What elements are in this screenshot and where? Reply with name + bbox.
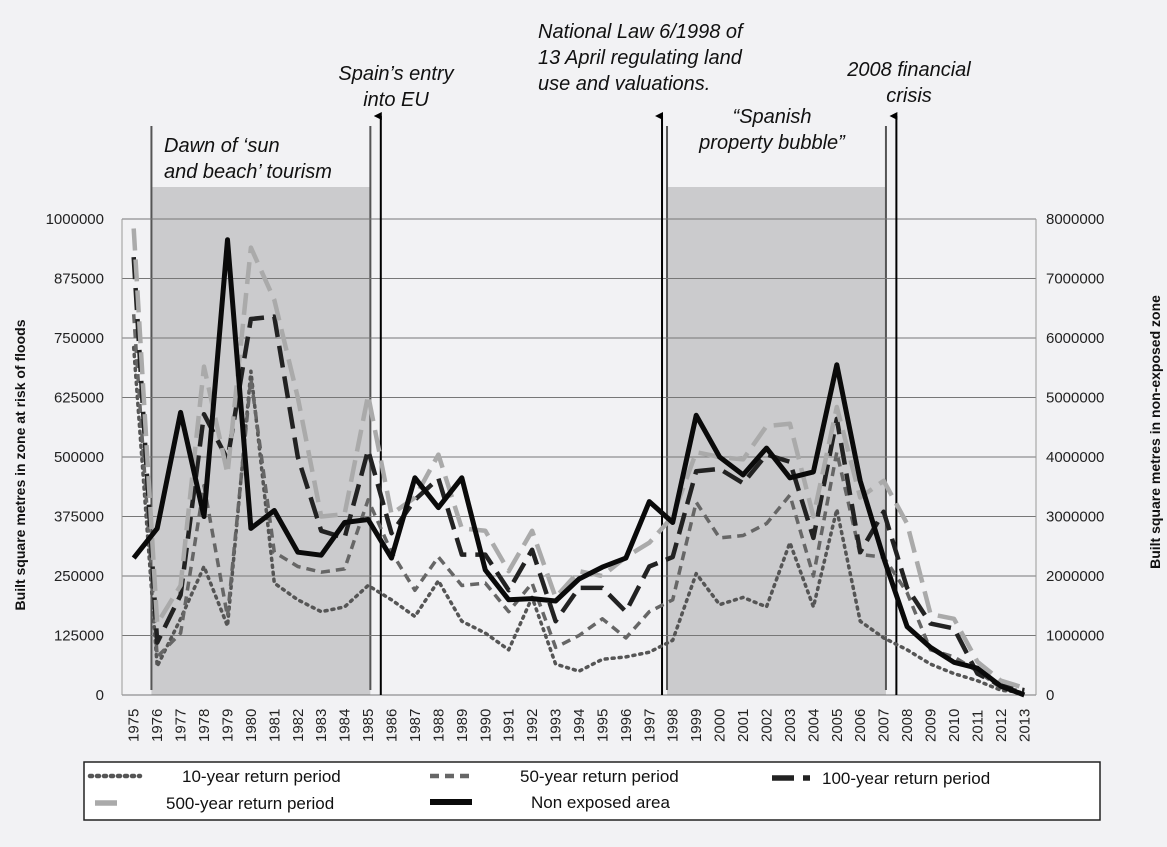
x-tick-label: 2003 [782, 709, 799, 742]
x-tick-label: 2007 [876, 709, 893, 742]
x-tick-label: 1977 [173, 709, 190, 742]
x-tick-label: 1998 [665, 709, 682, 742]
x-tick-label: 1987 [407, 709, 424, 742]
x-tick-label: 1984 [337, 709, 354, 742]
x-tick-label: 1997 [641, 709, 658, 742]
y-tick-label: 375000 [54, 509, 104, 526]
x-tick-label: 2013 [1016, 709, 1033, 742]
x-tick-label: 1981 [266, 709, 283, 742]
shaded-period-2 [667, 187, 886, 695]
y-tick-label: 875000 [54, 271, 104, 288]
y-tick-label: 625000 [54, 390, 104, 407]
x-tick-label: 2009 [923, 709, 940, 742]
x-tick-label: 2005 [829, 709, 846, 742]
legend-label: 50-year return period [520, 767, 679, 786]
x-tick-label: 2001 [735, 709, 752, 742]
x-tick-label: 1978 [196, 709, 213, 742]
x-tick-label: 1991 [501, 709, 518, 742]
y-tick-label: 750000 [54, 330, 104, 347]
x-tick-label: 1986 [384, 709, 401, 742]
y2-tick-label: 4000000 [1046, 449, 1104, 466]
annotation-5: 2008 financial crisis [846, 59, 971, 107]
legend-box [83, 761, 1101, 821]
y2-tick-label: 2000000 [1046, 568, 1104, 585]
series-line-50-year-return-period [131, 314, 1025, 693]
y-tick-label: 0 [96, 687, 104, 704]
series-line-non-exposed-area [131, 237, 1026, 698]
series-line-10-year-return-period [131, 345, 1027, 695]
x-tick-label: 1990 [477, 709, 494, 742]
y2-tick-label: 8000000 [1046, 211, 1104, 228]
x-tick-label: 1989 [454, 709, 471, 742]
y-axis-label: Built square metres in zone at risk of f… [12, 319, 28, 610]
x-tick-label: 1992 [524, 709, 541, 742]
legend-label: Non exposed area [531, 793, 670, 812]
annotation-3: National Law 6/1998 of 13 April regulatin… [538, 21, 745, 95]
x-tick-label: 1993 [548, 709, 565, 742]
x-tick-label: 1994 [571, 709, 588, 742]
x-tick-label: 1980 [243, 709, 260, 742]
x-tick-label: 1975 [126, 709, 143, 742]
x-tick-label: 1988 [430, 709, 447, 742]
legend-label: 10-year return period [182, 767, 341, 786]
x-tick-label: 2006 [852, 709, 869, 742]
annotation-4: “Spanish property bubble” [698, 106, 846, 154]
x-tick-label: 1979 [219, 709, 236, 742]
x-tick-label: 2010 [946, 709, 963, 742]
x-tick-label: 2004 [805, 709, 822, 742]
x-tick-label: 1983 [313, 709, 330, 742]
legend-label: 500-year return period [166, 794, 334, 813]
y2-tick-label: 3000000 [1046, 509, 1104, 526]
legend-label: 100-year return period [822, 769, 990, 788]
x-tick-label: 1985 [360, 709, 377, 742]
x-tick-label: 1996 [618, 709, 635, 742]
x-tick-label: 2011 [969, 710, 986, 742]
annotation-1: Dawn of ‘sun and beach’ tourism [164, 135, 332, 183]
y-tick-label: 1000000 [46, 211, 104, 228]
x-tick-label: 2002 [758, 709, 775, 742]
y2-axis-label: Built square metres in non-exposed zone [1147, 295, 1163, 569]
x-tick-label: 1995 [594, 709, 611, 742]
annotation-2: Spain’s entry into EU [338, 63, 454, 111]
y-tick-label: 500000 [54, 449, 104, 466]
legend: 10-year return period 50-year return peri… [83, 761, 1101, 821]
x-tick-label: 2012 [993, 709, 1010, 742]
x-tick-label: 2008 [899, 709, 916, 742]
y2-tick-label: 6000000 [1046, 330, 1104, 347]
series-line-500-year-return-period [131, 228, 1025, 691]
x-tick-label: 1999 [688, 709, 705, 742]
y-tick-label: 250000 [54, 568, 104, 585]
x-tick-label: 1982 [290, 709, 307, 742]
y2-tick-label: 0 [1046, 687, 1054, 704]
y2-tick-label: 7000000 [1046, 271, 1104, 288]
y2-tick-label: 5000000 [1046, 390, 1104, 407]
x-tick-label: 2000 [712, 709, 729, 742]
y-tick-label: 125000 [54, 628, 104, 645]
x-tick-label: 1976 [149, 709, 166, 742]
y2-tick-label: 1000000 [1046, 628, 1104, 645]
